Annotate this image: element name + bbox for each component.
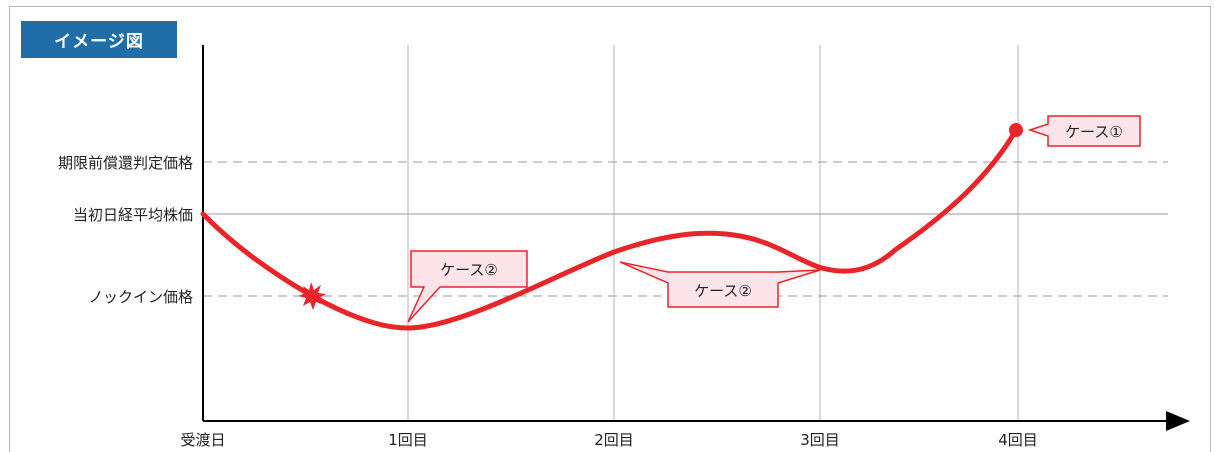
x-label-delivery-date: 受渡日 xyxy=(180,431,225,449)
x-label-2nd: 2回目 xyxy=(594,431,634,449)
callout-case2-right-text: ケース② xyxy=(694,282,752,300)
callout-case2-left-bubble xyxy=(407,250,528,323)
case1-endpoint-dot xyxy=(1009,123,1023,137)
y-label-knock-in: ノックイン価格 xyxy=(88,288,193,306)
x-label-1st: 1回目 xyxy=(388,431,428,449)
figure-frame xyxy=(9,6,1211,452)
callout-case2-right-bubble xyxy=(619,261,821,308)
y-label-early-redemption: 期限前償還判定価格 xyxy=(58,154,193,172)
knock-in-burst-icon xyxy=(298,282,326,310)
x-axis-arrow-icon xyxy=(1166,411,1190,431)
callout-case2-left-text: ケース② xyxy=(440,261,498,279)
figure-title-badge: イメージ図 xyxy=(21,21,177,58)
price-curve xyxy=(200,127,1019,331)
callout-case1-text: ケース① xyxy=(1065,123,1123,141)
y-label-initial-price: 当初日経平均株価 xyxy=(73,206,193,224)
x-label-4th: 4回目 xyxy=(998,431,1038,449)
x-label-3rd: 3回目 xyxy=(800,431,840,449)
vertical-gridlines xyxy=(407,45,1019,421)
callout-case1-bubble xyxy=(1027,115,1141,147)
